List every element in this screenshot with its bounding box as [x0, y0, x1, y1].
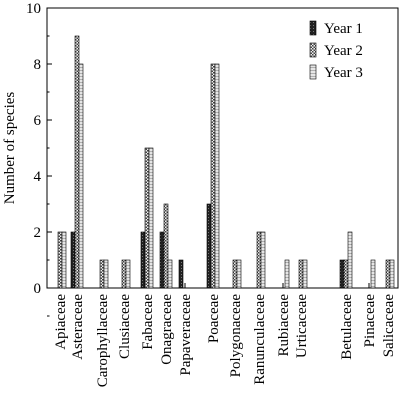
bar-year-1	[206, 203, 212, 289]
x-tick-label: Pinaceae	[362, 294, 378, 348]
bar-year-3	[61, 231, 67, 289]
y-tick-label: 2	[34, 225, 42, 241]
x-tick-label: Polygonaceae	[228, 294, 244, 378]
bar-year-2	[144, 147, 150, 289]
bar-year-3	[167, 259, 173, 289]
bar-year-1	[70, 231, 76, 289]
bar-year-3	[370, 259, 376, 289]
legend-label: Year 3	[324, 65, 363, 81]
bar-year-2	[163, 203, 169, 289]
legend: Year 1 Year 2 Year 3	[309, 20, 363, 81]
x-tick-label: Onagraceae	[159, 294, 175, 365]
y-tick-label: 4	[34, 169, 42, 185]
bar-year-3	[103, 259, 109, 289]
y-tick-label: 6	[34, 113, 42, 129]
bar-year-2	[57, 231, 63, 289]
x-tick-label: Betulaceae	[339, 294, 355, 360]
legend-swatch	[309, 42, 317, 58]
bar-year-2	[74, 35, 80, 289]
bar-year-2	[99, 259, 105, 289]
legend-swatch	[309, 64, 317, 80]
bar-year-3	[148, 147, 154, 289]
bar-year-2	[256, 231, 262, 289]
x-tick-label: Fabaceae	[140, 294, 156, 350]
bar-year-2	[385, 259, 391, 289]
bar-year-3	[347, 231, 353, 289]
bar-year-3	[284, 259, 290, 289]
legend-label: Year 2	[324, 43, 363, 59]
x-tick-label: Carophyllaceae	[95, 294, 111, 388]
bar-year-3	[302, 259, 308, 289]
bar-year-2	[210, 63, 216, 289]
bar-year-2	[232, 259, 238, 289]
bar-year-2	[343, 259, 349, 289]
y-axis: 0 2 4 6 8 10	[26, 1, 52, 317]
bar-year-3	[389, 259, 395, 289]
bar-year-3	[125, 259, 131, 289]
bar-year-2	[298, 259, 304, 289]
y-tick-label: 0	[34, 281, 42, 297]
bar-year-3	[78, 63, 84, 289]
x-tick-label: Salicaceae	[381, 294, 397, 358]
x-axis: Apiaceae Asteraceae Carophyllaceae Clusiace…	[53, 283, 397, 387]
x-tick-label: Asteraceae	[70, 294, 86, 360]
bar-year-1	[178, 259, 184, 289]
bar-year-1	[140, 231, 146, 289]
bar-year-3	[214, 63, 220, 289]
bar-year-3	[236, 259, 242, 289]
legend-label: Year 1	[324, 21, 363, 37]
y-tick-label: 10	[26, 1, 41, 17]
x-tick-label: Poaceae	[206, 294, 222, 343]
bar-year-1	[159, 231, 165, 289]
x-tick-label: Ranunculaceae	[252, 294, 268, 385]
x-tick-label: Papaveraceae	[178, 294, 194, 376]
x-tick-label: Clusiaceae	[117, 294, 133, 359]
bar-year-3	[260, 231, 266, 289]
x-tick-label: Urticaceae	[294, 294, 310, 358]
x-tick-label: Apiaceae	[53, 294, 69, 350]
bar-year-2	[121, 259, 127, 289]
y-axis-title: Number of species	[2, 92, 18, 205]
bar-year-1	[339, 259, 345, 289]
x-tick-label: Rubiaceae	[276, 294, 292, 357]
bars	[57, 35, 395, 289]
y-tick-label: 8	[34, 57, 42, 73]
legend-swatch	[309, 20, 317, 36]
